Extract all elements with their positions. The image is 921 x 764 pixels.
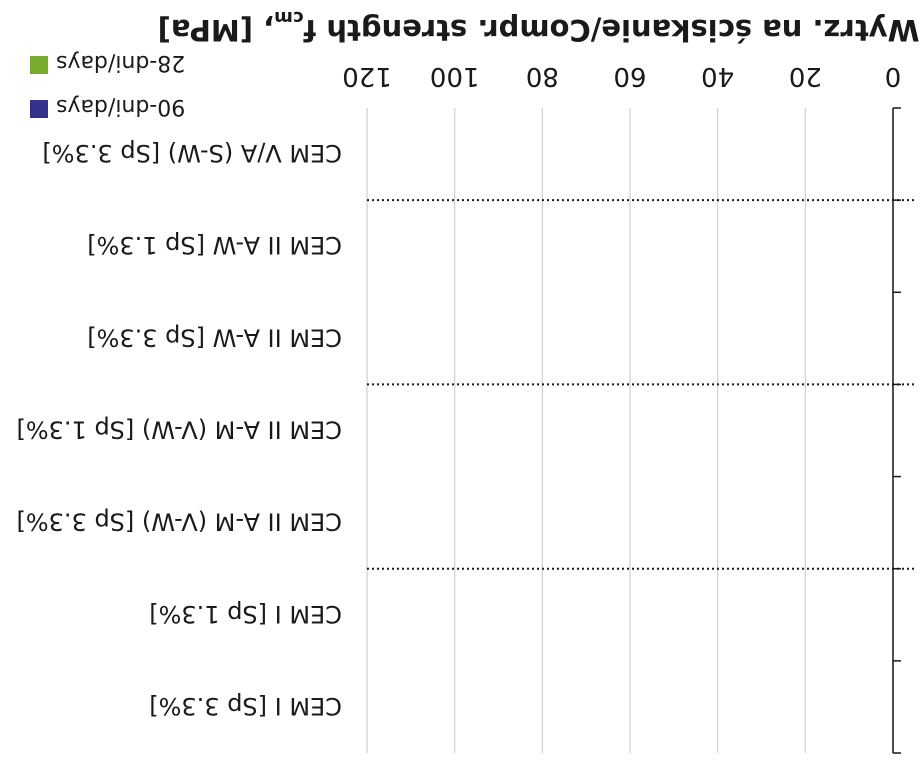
category-label: CEM I [Sp 1.3%] xyxy=(149,600,342,628)
chart-title-group: a) Wytrz. na ściskanie/Compr. strength f… xyxy=(158,7,921,47)
legend-swatch xyxy=(30,56,48,74)
category-label: CEM II A-M (V-W) [Sp 1.3%] xyxy=(16,416,342,444)
tick-label: 60 xyxy=(613,61,646,91)
tick-label: 20 xyxy=(789,61,822,91)
legend-swatch xyxy=(30,100,48,118)
category-label: CEM II A-W [Sp 3.3%] xyxy=(87,323,342,351)
category-label: CEM V/A (S-W) [Sp 3.3%] xyxy=(42,139,342,167)
category-label: CEM II A-W [Sp 1.3%] xyxy=(87,231,342,259)
tick-label: 0 xyxy=(885,61,902,91)
legend-label: 90-dni/days xyxy=(56,94,185,119)
tick-label: 40 xyxy=(701,61,734,91)
tick-label: 100 xyxy=(430,61,480,91)
chart-title-unit: , [MPa] xyxy=(158,13,275,47)
chart-title-main: Wytrz. na ściskanie/Compr. strength f xyxy=(303,13,919,47)
mirrored-plot-group xyxy=(366,107,914,754)
tick-label: 80 xyxy=(526,61,559,91)
chart-title: a) Wytrz. na ściskanie/Compr. strength f… xyxy=(158,7,921,47)
chart-title-prefix: a) xyxy=(919,13,921,47)
tick-label: 120 xyxy=(342,61,392,91)
chart-title-subscript: cm xyxy=(274,7,303,28)
legend-label: 28-dni/days xyxy=(56,50,185,75)
category-label: CEM II A-M (V-W) [Sp 3.3%] xyxy=(16,508,342,536)
category-label: CEM I [Sp 3.3%] xyxy=(149,692,342,720)
